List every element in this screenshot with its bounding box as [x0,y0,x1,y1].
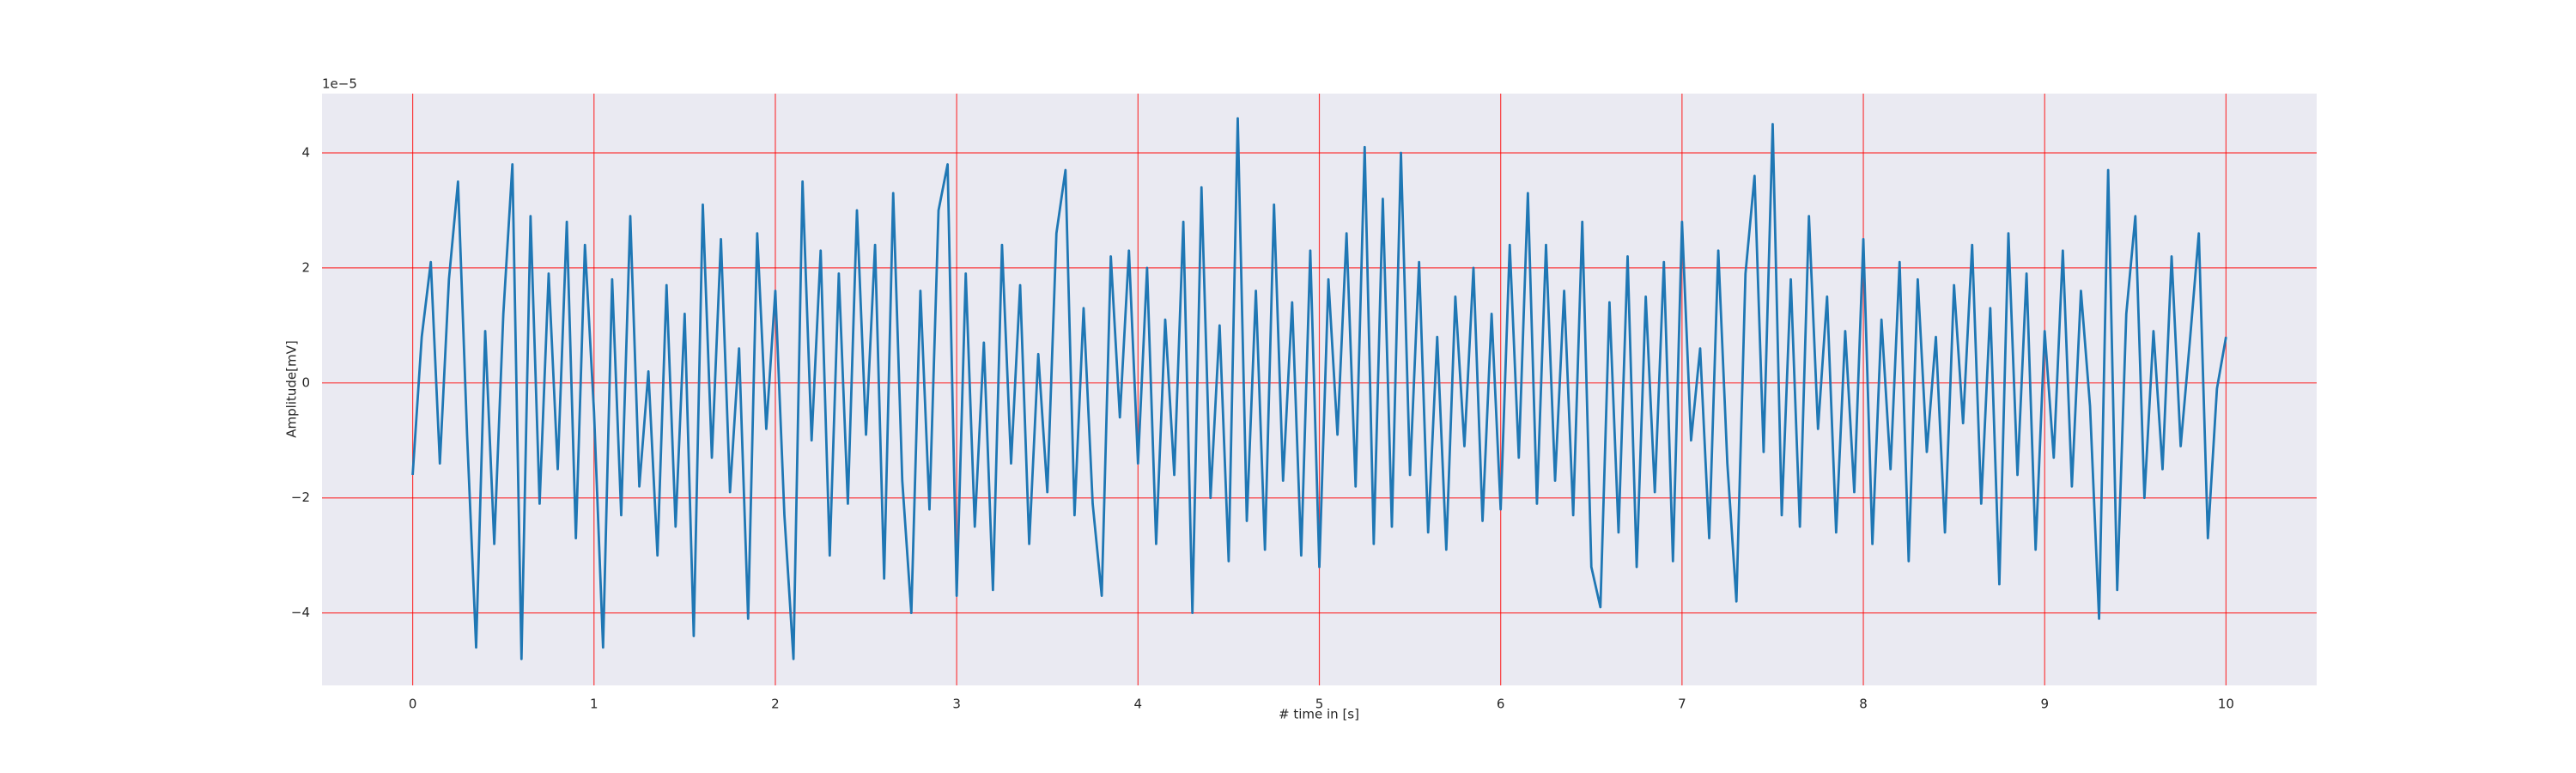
x-tick-label: 2 [771,697,780,712]
y-tick-label: −4 [291,605,310,620]
y-axis-label: Amplitude[mV] [284,340,300,437]
y-tick-label: 2 [301,259,310,275]
x-tick-label: 5 [1315,697,1324,712]
x-tick-label: 6 [1497,697,1505,712]
x-tick-label: 1 [590,697,598,712]
x-tick-label: 10 [2218,697,2234,712]
y-offset-text: 1e−5 [322,76,357,92]
x-tick-label: 0 [409,697,417,712]
x-tick-label: 4 [1134,697,1143,712]
x-tick-label: 3 [952,697,961,712]
signal-line [411,117,2227,660]
x-axis-label: # time in [s] [1279,707,1359,722]
y-tick-label: 4 [301,144,310,160]
x-tick-label: 9 [2040,697,2049,712]
y-tick-label: −2 [291,490,310,505]
x-tick-label: 7 [1678,697,1686,712]
y-tick-label: 0 [301,374,310,390]
x-tick-label: 8 [1859,697,1868,712]
